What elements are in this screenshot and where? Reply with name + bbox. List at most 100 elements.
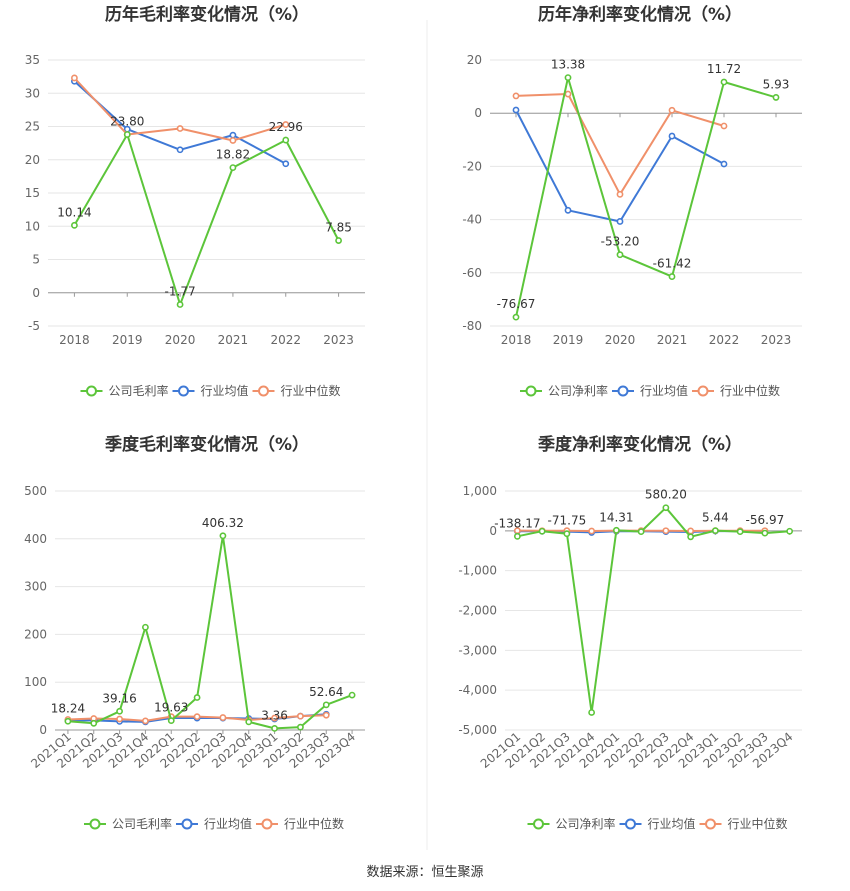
- y-tick-label: 15: [25, 186, 40, 200]
- data-point-median: [116, 715, 123, 723]
- data-label: 18.82: [216, 148, 250, 162]
- legend-label-company[interactable]: 公司净利率: [548, 383, 608, 398]
- legend-label-median[interactable]: 行业中位数: [284, 816, 344, 831]
- data-point-company: [90, 719, 98, 727]
- x-tick-label: 2021: [218, 333, 249, 347]
- data-label: -53.20: [601, 235, 640, 249]
- chart-annual-gross: 历年毛利率变化情况（%） -5 0 5 10 15 20 25 30 35 2018 2019 2020…: [25, 4, 365, 398]
- data-label: 10.14: [57, 205, 91, 219]
- legend-label-company[interactable]: 公司净利率: [556, 816, 616, 831]
- legend-marker-avg: [617, 385, 629, 397]
- legend-label-avg[interactable]: 行业均值: [648, 816, 696, 831]
- y-tick-label: 1,000: [463, 484, 497, 498]
- legend: 公司毛利率 行业均值 行业中位数: [80, 383, 341, 398]
- y-tick-label: 500: [24, 484, 47, 498]
- legend-label-company[interactable]: 公司毛利率: [112, 816, 172, 831]
- chart-annual-net: 历年净利率变化情况（%） -80 -60 -40 -20 0 20 2018 2019 2020 2…: [462, 4, 802, 398]
- data-label: -138.17: [494, 516, 540, 530]
- y-tick-label: 10: [25, 219, 40, 233]
- chart-quarterly-net: 季度净利率变化情况（%） -5,000 -4,000 -3,000 -2,000 -1,0…: [458, 434, 802, 831]
- data-point-company: [219, 532, 227, 540]
- legend-label-avg[interactable]: 行业均值: [640, 383, 688, 398]
- data-point-avg: [668, 132, 676, 140]
- data-label: -76.67: [497, 297, 536, 311]
- legend-marker-company: [89, 818, 101, 830]
- data-point-company: [123, 131, 131, 138]
- y-tick-label: 400: [24, 532, 47, 546]
- data-label: 39.16: [102, 691, 136, 705]
- data-label: 5.44: [702, 511, 729, 525]
- data-point-median: [720, 122, 728, 130]
- series-line-avg: [515, 109, 725, 223]
- data-label: 52.64: [309, 685, 343, 699]
- x-tick-label: 2020: [605, 333, 636, 347]
- legend-marker-median: [261, 818, 273, 830]
- data-point-median: [616, 190, 624, 198]
- legend-marker-avg: [181, 818, 193, 830]
- data-point-company: [245, 718, 253, 726]
- legend-label-company[interactable]: 公司毛利率: [109, 383, 169, 398]
- legend-marker-median: [705, 818, 716, 830]
- y-tick-label: -5,000: [458, 723, 497, 737]
- data-point-company: [720, 78, 728, 86]
- data-point-avg: [176, 146, 184, 154]
- data-point-company: [176, 301, 184, 308]
- data-point-median: [662, 527, 670, 535]
- chart-quarterly-gross: 季度毛利率变化情况（%）01002003004005002021Q12021Q2…: [24, 434, 365, 831]
- series-line-median: [515, 93, 725, 196]
- data-label: 3.36: [261, 708, 288, 722]
- y-tick-label: 0: [474, 106, 482, 120]
- legend-marker-avg: [178, 385, 189, 397]
- data-point-company: [637, 528, 645, 536]
- data-point-avg: [564, 206, 572, 214]
- y-tick-label: -3,000: [458, 643, 497, 657]
- x-tick-label: 2022: [709, 333, 740, 347]
- data-point-company: [229, 164, 237, 171]
- y-tick-label: -20: [462, 159, 482, 173]
- legend-marker-company: [525, 385, 537, 397]
- data-point-company: [271, 724, 278, 732]
- legend-label-median[interactable]: 行业中位数: [728, 816, 788, 831]
- data-point-company: [662, 504, 670, 512]
- x-tick-label: 2022: [270, 333, 301, 347]
- data-label: -71.75: [548, 514, 587, 528]
- y-tick-label: -2,000: [458, 604, 497, 618]
- y-tick-label: 35: [25, 53, 40, 67]
- legend-label-avg[interactable]: 行业均值: [201, 383, 249, 398]
- y-tick-label: 20: [467, 53, 482, 67]
- y-tick-label: 300: [24, 580, 47, 594]
- data-point-company: [711, 527, 719, 535]
- y-tick-label: 0: [489, 524, 497, 538]
- data-point-company: [297, 723, 304, 731]
- data-label: -56.97: [746, 513, 785, 527]
- y-tick-label: -4,000: [458, 683, 497, 697]
- data-label: 406.32: [202, 516, 244, 530]
- legend: 公司毛利率 行业均值 行业中位数: [84, 816, 344, 831]
- data-label: 13.38: [551, 58, 585, 72]
- data-point-median: [71, 74, 78, 82]
- data-point-company: [668, 273, 676, 280]
- data-point-median: [588, 527, 596, 535]
- y-tick-label: 100: [24, 675, 47, 689]
- data-point-company: [513, 532, 521, 540]
- data-label: 5.93: [763, 77, 790, 91]
- series-line-company: [73, 133, 340, 306]
- legend-label-avg[interactable]: 行业均值: [204, 816, 252, 831]
- data-point-company: [167, 717, 175, 725]
- data-point-company: [193, 694, 201, 701]
- legend-label-median[interactable]: 行业中位数: [281, 383, 341, 398]
- data-label: 22.96: [269, 120, 303, 134]
- data-point-company: [71, 221, 78, 229]
- data-point-company: [772, 94, 780, 101]
- chart-title: 历年毛利率变化情况（%）: [105, 4, 309, 25]
- x-tick-label: 2020: [165, 333, 196, 347]
- y-tick-label: 200: [24, 627, 47, 641]
- chart-title: 季度净利率变化情况（%）: [538, 434, 742, 455]
- data-point-median: [193, 713, 201, 721]
- data-source: 数据来源：恒生聚源: [366, 865, 483, 880]
- legend-label-median[interactable]: 行业中位数: [720, 383, 780, 398]
- data-point-median: [271, 714, 278, 722]
- data-point-median: [668, 106, 676, 114]
